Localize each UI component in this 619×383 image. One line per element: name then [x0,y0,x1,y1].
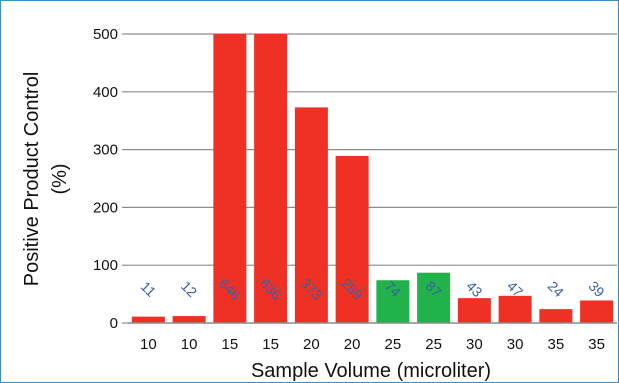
bar [131,316,165,323]
x-tick-label: 20 [344,336,361,353]
bar [539,309,573,323]
y-tick-label: 200 [93,199,118,216]
y-tick-label: 500 [93,26,118,43]
bar [457,298,491,323]
bar [294,107,328,323]
x-tick-labels: 10 10 15 15 20 20 25 25 30 30 35 35 [140,336,605,353]
bar [335,155,369,323]
bar [417,272,451,323]
x-tick-label: 10 [181,336,198,353]
bar [172,316,206,323]
bar [580,300,614,323]
x-tick-label: 35 [548,336,565,353]
y-axis-title-line-2: (%) [49,163,71,194]
x-tick-label: 25 [385,336,402,353]
x-tick-label: 30 [507,336,524,353]
bar [254,34,288,323]
data-label: 12 [178,278,200,300]
x-tick-label: 25 [425,336,442,353]
bar [376,280,410,323]
x-tick-label: 30 [466,336,483,353]
y-tick-label: 0 [110,315,118,332]
y-tick-label: 300 [93,142,118,159]
bar [498,295,532,323]
data-label: 39 [585,278,607,300]
y-tick-label: 400 [93,84,118,101]
axes [122,33,617,324]
bars [131,34,614,323]
data-label: 24 [545,278,567,300]
y-tick-label: 100 [93,257,118,274]
bar [213,34,247,323]
data-label: 43 [463,278,485,300]
x-tick-label: 15 [222,336,239,353]
x-tick-label: 15 [262,336,279,353]
y-axis-title-line-1: Positive Product Control [21,72,43,287]
gridlines [128,33,617,266]
data-label: 11 [138,278,160,300]
data-labels: 11 12 646 636 373 289 74 87 43 47 24 39 [138,275,608,303]
x-tick-label: 20 [303,336,320,353]
y-tick-labels: 0 100 200 300 400 500 [93,26,118,332]
x-axis-title: Sample Volume (microliter) [251,360,491,382]
x-tick-label: 10 [140,336,157,353]
x-tick-label: 35 [588,336,605,353]
